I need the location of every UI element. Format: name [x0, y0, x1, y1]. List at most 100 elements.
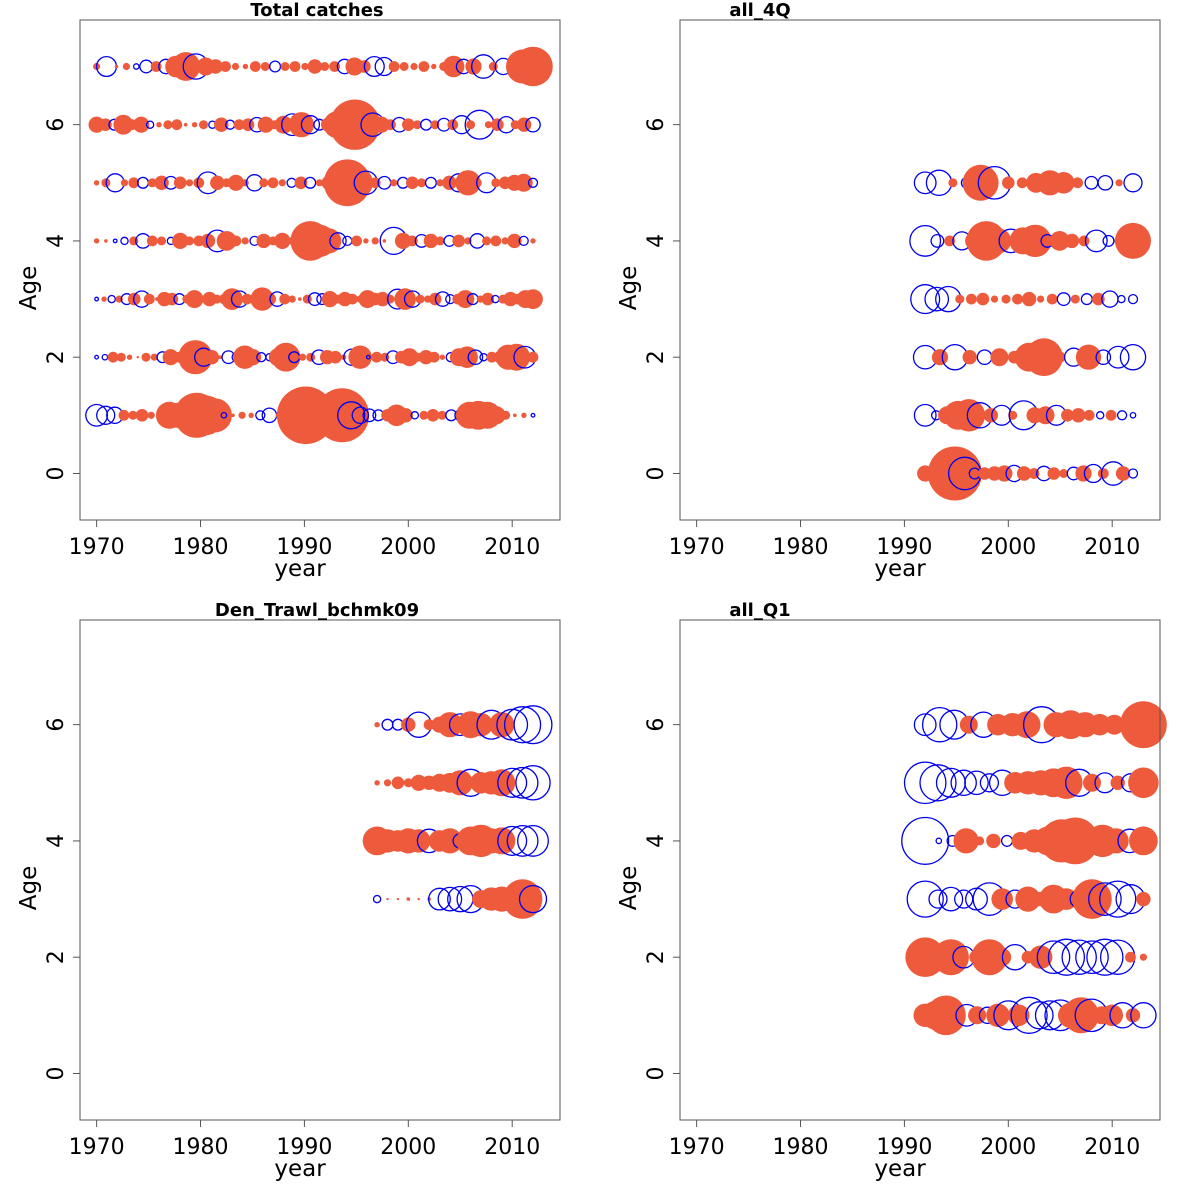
bubble-positive — [101, 296, 107, 302]
x-tick-label: 2000 — [980, 1135, 1036, 1160]
bubble-positive — [1052, 350, 1066, 364]
panel-2: 1970 1980 1990 2000 2010 0 2 4 6 year Age Den_Trawl… — [16, 600, 561, 1182]
bubble-positive — [1115, 222, 1151, 259]
bubble-negative — [255, 410, 266, 421]
bubble-positive — [1008, 410, 1018, 420]
bubble-positive — [256, 233, 271, 249]
bubble-negative — [910, 284, 941, 315]
bubble-negative — [372, 894, 382, 904]
bubble-positive — [1016, 177, 1028, 189]
x-tick-label: 2010 — [484, 535, 540, 560]
bubble-positive — [288, 295, 296, 303]
bubble-negative — [1084, 175, 1099, 190]
bubble-positive — [418, 61, 430, 72]
bubble-negative — [517, 824, 549, 857]
bubble-positive — [491, 178, 501, 188]
bubble-negative — [913, 171, 937, 195]
bubble-negative — [1127, 293, 1139, 305]
bubble-positive — [271, 342, 301, 372]
bubble-positive — [423, 233, 439, 249]
bubble-positive — [212, 294, 222, 304]
bubble-positive — [122, 62, 130, 71]
bubble-positive — [516, 117, 532, 132]
bubble-negative — [1025, 1001, 1054, 1030]
bubble-positive — [315, 388, 370, 443]
bubble-positive — [93, 238, 100, 244]
x-tick-label: 2010 — [1084, 1135, 1140, 1160]
bubble-negative — [1106, 345, 1130, 369]
bubble-positive — [242, 63, 249, 70]
bubble-positive — [193, 177, 205, 189]
bubble-positive — [944, 235, 955, 247]
bubble-positive — [163, 120, 173, 130]
bubble-negative — [1095, 411, 1105, 420]
x-tick-label: 1980 — [773, 1135, 829, 1160]
bubble-positive — [274, 232, 291, 249]
panel-1: 1970 1980 1990 2000 2010 0 2 4 6 year Age all_4Q — [616, 0, 1161, 582]
bubble-positive — [428, 351, 440, 363]
bubble-positive — [1120, 701, 1167, 749]
bubble-positive — [1075, 465, 1092, 482]
bubble-positive — [1016, 466, 1032, 481]
bubble-positive — [527, 351, 539, 363]
plot-frame — [679, 619, 1161, 1121]
bubble-negative — [120, 236, 129, 246]
bubble-positive — [490, 235, 502, 247]
bubble-positive — [1092, 292, 1105, 306]
bubble-positive — [986, 833, 1001, 849]
bubble-positive — [374, 722, 380, 728]
bubble-negative — [1010, 996, 1048, 1034]
bubble-positive — [400, 348, 419, 367]
bubble-positive — [948, 178, 958, 188]
panel-title: Total catches — [250, 0, 383, 21]
y-tick-label: 6 — [44, 718, 69, 732]
bubble-positive — [302, 294, 312, 304]
bubble-positive — [289, 61, 301, 72]
bubble-positive — [1075, 344, 1102, 370]
bubble-negative — [101, 353, 109, 361]
bubble-negative — [342, 235, 353, 247]
bubble-positive — [1037, 295, 1045, 303]
bubble-negative — [497, 825, 528, 856]
plot-frame — [79, 19, 561, 521]
panel-title: all_Q1 — [729, 600, 790, 621]
bubble-negative — [132, 63, 140, 70]
panel-title: all_4Q — [729, 0, 790, 21]
bubble-positive — [410, 774, 427, 791]
bubble-positive — [484, 121, 493, 129]
bubble-positive — [406, 235, 418, 247]
bubble-positive — [1001, 294, 1011, 304]
bubble-positive — [345, 57, 364, 76]
bubble-positive — [1110, 775, 1125, 790]
y-axis-label: Age — [16, 866, 42, 910]
x-tick-label: 2000 — [380, 1135, 436, 1160]
bubble-positive — [93, 180, 100, 186]
bubble-positive — [371, 237, 379, 245]
bubble-positive — [241, 293, 253, 305]
bubble-negative — [1080, 293, 1093, 306]
bubble-positive — [315, 179, 323, 187]
bubble-positive — [926, 995, 966, 1036]
bubble-negative — [965, 887, 988, 911]
bubble-negative — [919, 764, 957, 802]
bubble-positive — [171, 119, 183, 131]
bubble-negative — [1075, 940, 1109, 975]
bubble-positive — [1103, 828, 1129, 854]
bubble-positive — [208, 59, 223, 74]
x-tick-label: 2010 — [484, 1135, 540, 1160]
y-tick-label: 2 — [44, 350, 69, 364]
bubble-positive — [1088, 713, 1111, 736]
bubble-positive — [1061, 409, 1074, 422]
bubble-negative — [145, 120, 155, 129]
bubble-positive — [1064, 233, 1080, 249]
bubble-negative — [950, 769, 977, 797]
bubble-positive — [1018, 224, 1052, 258]
bubble-positive — [975, 836, 985, 846]
bubble-group — [362, 705, 553, 919]
bubble-positive — [274, 115, 293, 134]
bubble-positive — [402, 118, 415, 131]
bubble-positive — [230, 235, 242, 247]
bubble-negative — [300, 115, 321, 135]
bubble-positive — [1125, 951, 1136, 963]
bubble-negative — [506, 824, 539, 857]
